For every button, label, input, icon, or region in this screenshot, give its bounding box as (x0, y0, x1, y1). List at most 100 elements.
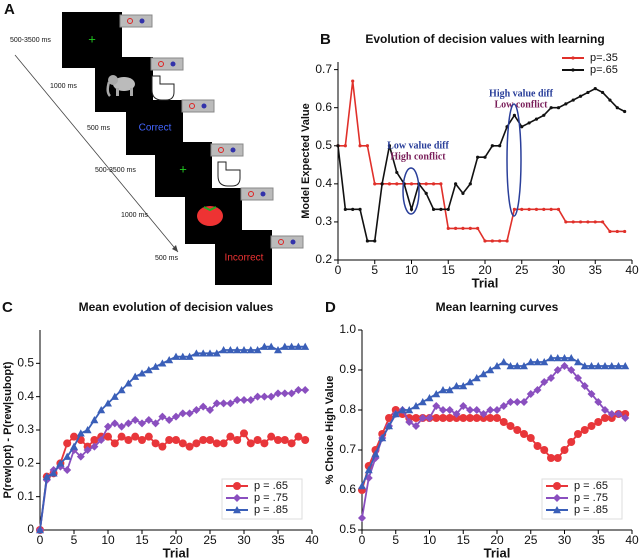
marker (520, 125, 524, 129)
x-tick-label: 40 (305, 533, 319, 547)
marker (553, 454, 562, 462)
marker (567, 438, 576, 446)
y-tick-label: 0.7 (315, 62, 332, 76)
x-tick-label: 25 (524, 533, 538, 547)
legend-label: p=.65 (590, 64, 618, 76)
marker (564, 220, 568, 224)
marker (615, 229, 619, 234)
marker (452, 410, 461, 418)
marker (505, 239, 509, 243)
marker (172, 412, 180, 421)
marker (260, 439, 269, 448)
marker (560, 354, 569, 362)
marker (445, 386, 454, 394)
marker (110, 419, 119, 428)
marker (547, 454, 555, 462)
marker (608, 229, 612, 234)
marker (513, 362, 522, 370)
marker (540, 378, 549, 386)
marker (158, 442, 167, 451)
x-tick-label: 40 (625, 263, 639, 277)
marker (90, 416, 99, 424)
y-tick-label: 0 (27, 522, 34, 536)
marker (486, 366, 495, 374)
marker (199, 436, 208, 444)
marker (499, 402, 508, 410)
marker (117, 432, 126, 441)
marker (520, 362, 528, 370)
y-tick-label: 0.3 (315, 214, 332, 228)
marker (493, 362, 501, 370)
x-axis-label: Trial (484, 545, 511, 560)
marker (580, 362, 589, 370)
marker (621, 362, 630, 370)
marker (172, 352, 180, 360)
marker (343, 207, 347, 211)
marker (343, 144, 347, 148)
marker (226, 346, 235, 354)
y-axis-label: % Choice High Value (324, 376, 336, 485)
marker (454, 182, 458, 186)
marker (461, 226, 465, 230)
marker (527, 121, 531, 125)
marker (301, 342, 310, 350)
marker (56, 459, 65, 467)
x-tick-label: 25 (203, 533, 217, 547)
marker (580, 426, 589, 434)
marker (431, 182, 436, 186)
marker (483, 239, 487, 243)
panel-label: C (2, 299, 13, 316)
marker (476, 155, 480, 159)
marker (479, 410, 488, 418)
legend-label: p = .75 (574, 492, 608, 504)
marker (445, 414, 454, 422)
marker (104, 432, 112, 441)
marker (144, 416, 153, 424)
marker (615, 106, 619, 110)
marker (294, 432, 303, 441)
marker (378, 434, 387, 442)
marker (409, 182, 414, 186)
y-tick-label: 0.2 (17, 456, 34, 470)
marker (358, 482, 366, 490)
marker (578, 220, 583, 224)
y-tick-label: 0.4 (315, 176, 332, 190)
marker (287, 439, 296, 448)
marker (476, 226, 480, 230)
marker (431, 207, 436, 211)
x-tick-label: 30 (558, 533, 572, 547)
marker (623, 229, 627, 234)
marker (553, 366, 562, 374)
marker (405, 418, 414, 426)
marker (124, 419, 133, 428)
legend-marker (553, 506, 561, 514)
marker (547, 354, 555, 362)
chart-title: Evolution of decision values with learni… (365, 32, 604, 46)
legend-label: p = .75 (254, 492, 288, 504)
x-tick-label: 20 (169, 533, 183, 547)
series-line (39, 345, 306, 531)
legend-marker (233, 482, 241, 490)
marker (586, 90, 590, 95)
marker (301, 436, 310, 444)
marker (490, 144, 494, 148)
time-arrow (14, 54, 179, 253)
marker (365, 239, 369, 243)
tomato-icon (197, 206, 223, 226)
x-axis-label: Trial (163, 545, 190, 560)
hand-icon (151, 75, 241, 187)
marker (131, 372, 140, 380)
marker (260, 342, 269, 350)
marker (418, 398, 427, 406)
chart-title: Mean learning curves (436, 300, 559, 314)
marker (192, 349, 201, 357)
marker (506, 422, 515, 430)
marker (412, 414, 420, 422)
step-duration: 1000 ms (50, 83, 77, 90)
x-tick-label: 0 (335, 263, 342, 277)
marker (267, 432, 276, 441)
x-axis-label: Trial (472, 275, 499, 290)
y-tick-label: 0.5 (315, 138, 332, 152)
marker (556, 106, 561, 110)
legend-label: p = .85 (574, 504, 608, 516)
